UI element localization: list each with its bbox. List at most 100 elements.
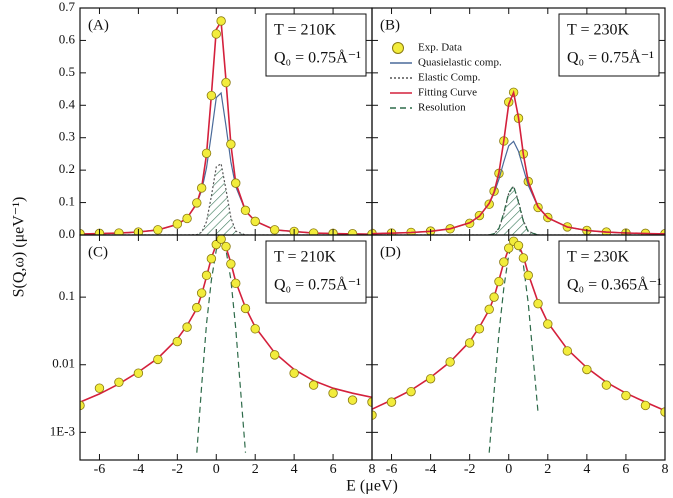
data-point <box>80 400 85 411</box>
y-tick-label: 0.7 <box>59 0 76 14</box>
annotation: Q₀ = 0.365Å⁻¹ <box>567 276 662 294</box>
annotation: Q₀ = 0.75Å⁻¹ <box>274 49 361 67</box>
data-point <box>640 400 651 411</box>
data-point <box>308 228 319 235</box>
x-tick-label: -6 <box>386 462 398 477</box>
x-tick-label: 0 <box>505 462 512 477</box>
data-point <box>494 276 504 287</box>
annotation: T = 230K <box>567 22 630 39</box>
series-line <box>372 89 665 235</box>
data-point <box>347 395 358 405</box>
plot-area <box>80 235 372 453</box>
legend-label: Resolution <box>418 102 466 114</box>
data-point <box>216 16 226 26</box>
x-tick-label: 8 <box>369 462 376 477</box>
data-point <box>182 322 192 332</box>
data-point <box>543 319 553 329</box>
data-point <box>201 270 212 281</box>
annotation-box <box>558 240 660 304</box>
data-point <box>533 298 543 309</box>
data-point <box>308 380 319 390</box>
data-point <box>80 229 85 235</box>
series-line <box>489 184 539 235</box>
annotation: Q₀ = 0.75Å⁻¹ <box>567 49 654 67</box>
y-tick-label: 0.6 <box>59 31 76 46</box>
data-point <box>347 229 358 235</box>
panel: -6 -4 -2 0 2 4 6 8 1E-3 0.01 0.1 (C) T = 210K Q₀ = 0.… <box>50 234 376 477</box>
data-point <box>216 235 226 244</box>
data-point <box>289 368 299 378</box>
data-point <box>192 198 202 208</box>
x-tick-label: 4 <box>583 462 590 477</box>
data-point <box>489 292 499 302</box>
panel-label: (C) <box>88 244 108 260</box>
data-point <box>133 368 144 378</box>
data-point <box>386 397 397 407</box>
data-point <box>445 357 455 367</box>
x-tick-label: 6 <box>330 462 337 477</box>
legend-label: Exp. Data <box>418 42 462 54</box>
series-line <box>80 162 372 235</box>
x-tick-label: -4 <box>133 462 145 477</box>
panel: 0.0 0.1 0.2 0.3 0.4 0.5 0.6 0.7 (A) T = 210K Q₀ = … <box>59 0 373 241</box>
x-axis-label: E (μeV) <box>346 478 398 495</box>
data-point <box>425 374 436 384</box>
x-tick-label: -2 <box>464 462 476 477</box>
annotation: T = 210K <box>274 249 337 266</box>
y-tick-label: 0.5 <box>59 64 75 79</box>
annotation: T = 230K <box>567 249 630 266</box>
data-point <box>601 380 612 390</box>
panel-label: (A) <box>88 17 109 33</box>
data-point <box>504 243 514 253</box>
x-tick-label: 2 <box>544 462 551 477</box>
data-point <box>206 254 217 264</box>
y-tick-label: 0.3 <box>59 129 75 144</box>
data-point <box>153 354 163 365</box>
annotation: Q₀ = 0.75Å⁻¹ <box>274 276 361 294</box>
x-tick-label: 2 <box>252 462 259 477</box>
data-point <box>182 213 192 224</box>
legend-label: Quasielastic comp. <box>418 57 502 69</box>
data-point <box>367 229 372 235</box>
data-point <box>94 383 105 393</box>
y-axis-label: S(Q,ω) (μeV⁻¹) <box>11 197 28 298</box>
panel: (B) T = 230K Q₀ = 0.75Å⁻¹ Exp. Data Quasiela… <box>371 7 666 236</box>
panel: -6 -4 -2 0 2 4 6 8 (D) T = 230K Q₀ = 0.365Å⁻¹ <box>371 234 669 477</box>
data-point <box>172 336 183 347</box>
y-tick-label: 0.1 <box>59 288 75 303</box>
y-tick-label: 0.0 <box>59 226 75 241</box>
data-point <box>464 338 475 348</box>
plot-area <box>372 236 665 453</box>
data-point <box>367 397 372 407</box>
annotation-box <box>265 240 367 304</box>
x-tick-label: 4 <box>291 462 298 477</box>
y-tick-label: 0.2 <box>59 161 75 176</box>
data-point <box>231 178 241 188</box>
legend-label: Fitting Curve <box>418 87 477 99</box>
x-tick-label: -2 <box>171 462 183 477</box>
data-point <box>114 377 124 387</box>
plot-area <box>372 87 665 235</box>
series-line <box>372 185 665 235</box>
data-point <box>523 270 533 281</box>
data-point <box>328 388 338 398</box>
data-point <box>269 350 280 360</box>
data-point <box>201 148 212 158</box>
data-point <box>484 304 494 315</box>
y-tick-label: 1E-3 <box>50 423 75 438</box>
data-point <box>226 139 236 149</box>
annotation-box <box>558 13 660 77</box>
panel-label: (B) <box>380 17 400 33</box>
x-tick-label: -6 <box>94 462 106 477</box>
panel-frame <box>371 234 666 461</box>
data-point <box>562 346 573 356</box>
y-tick-label: 0.1 <box>59 194 75 209</box>
data-point <box>114 228 124 235</box>
data-point <box>240 303 251 314</box>
data-point <box>582 364 592 375</box>
data-point <box>196 288 207 298</box>
series-line <box>196 237 247 453</box>
data-point <box>196 183 207 193</box>
y-tick-label: 0.4 <box>59 96 76 111</box>
data-point <box>499 257 509 267</box>
